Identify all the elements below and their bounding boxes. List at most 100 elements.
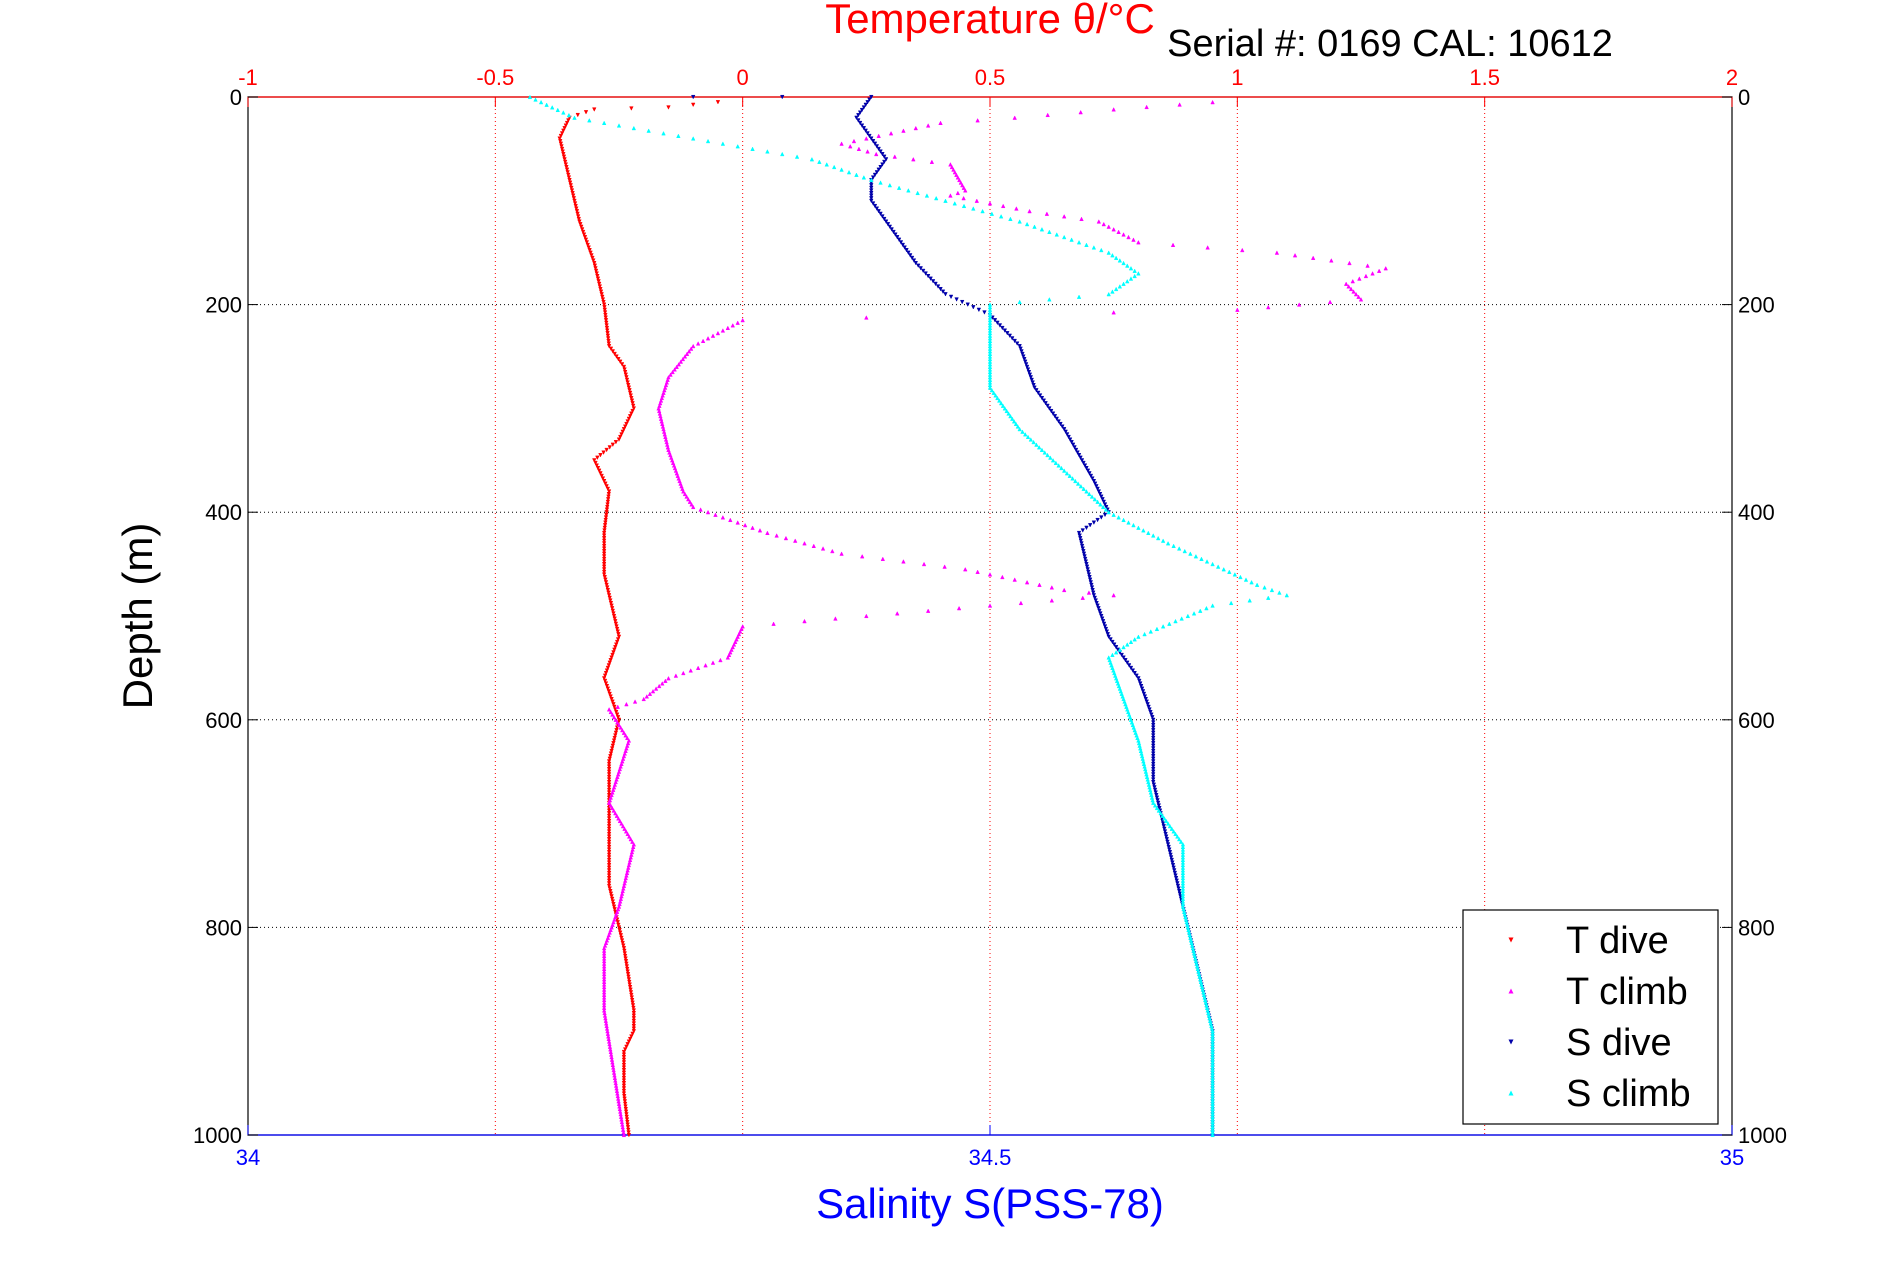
data-point <box>1346 284 1351 289</box>
data-point <box>1240 247 1245 253</box>
data-point <box>623 372 629 378</box>
data-point <box>1027 208 1032 214</box>
data-point <box>1069 237 1074 242</box>
data-point <box>1141 691 1147 697</box>
data-point <box>1100 616 1105 621</box>
data-point <box>865 100 870 105</box>
data-point <box>593 460 598 466</box>
data-point <box>1086 572 1092 577</box>
data-point <box>1075 481 1081 486</box>
data-point <box>1076 294 1082 299</box>
series-s-dive <box>690 94 1215 1138</box>
data-point <box>690 136 696 141</box>
data-point <box>626 1132 632 1138</box>
data-point <box>604 668 610 673</box>
data-point <box>1152 787 1158 793</box>
data-point <box>605 333 611 339</box>
data-point <box>1128 276 1134 281</box>
data-point <box>631 406 637 411</box>
data-point <box>606 689 612 694</box>
data-point <box>577 219 582 224</box>
data-point <box>720 515 726 520</box>
data-point <box>1277 590 1282 595</box>
data-point <box>608 694 613 699</box>
data-point <box>1101 221 1106 227</box>
data-point <box>1106 634 1111 640</box>
data-point <box>728 517 733 523</box>
data-point <box>1099 613 1104 619</box>
data-point <box>674 364 679 369</box>
series-s-climb <box>527 94 1290 1138</box>
data-point <box>606 818 612 824</box>
data-point <box>1151 717 1156 723</box>
data-point <box>1061 587 1067 593</box>
data-point <box>620 823 626 829</box>
data-point <box>975 569 980 574</box>
data-point <box>618 725 623 730</box>
data-point <box>574 209 580 214</box>
data-point <box>1156 808 1162 813</box>
data-point <box>1199 556 1204 561</box>
data-point <box>1073 478 1078 484</box>
data-point <box>598 286 603 292</box>
temperature-tick-label: 2 <box>1726 65 1738 90</box>
data-point <box>606 870 612 876</box>
data-point <box>882 159 887 165</box>
data-point <box>630 401 635 406</box>
data-point <box>1151 533 1156 538</box>
data-point <box>974 198 980 203</box>
data-point <box>1142 694 1148 699</box>
data-point <box>1141 528 1146 533</box>
data-point <box>1056 463 1061 468</box>
data-point <box>615 715 621 720</box>
data-point <box>1053 460 1059 465</box>
data-point <box>1154 626 1160 632</box>
data-point <box>1015 424 1021 429</box>
data-point <box>624 701 629 707</box>
data-point <box>1089 585 1095 590</box>
data-point <box>938 286 943 292</box>
data-point <box>961 203 967 209</box>
data-point <box>902 245 907 250</box>
data-point <box>566 175 572 180</box>
data-point <box>610 699 615 704</box>
data-point <box>564 120 570 126</box>
data-point <box>601 533 607 538</box>
data-point <box>864 613 869 619</box>
depth-tick-label-left: 0 <box>230 85 242 110</box>
data-point <box>735 143 740 149</box>
data-point <box>621 730 627 735</box>
data-point <box>606 868 612 873</box>
data-point <box>861 105 867 110</box>
data-point <box>1126 663 1132 668</box>
data-point <box>1164 837 1170 842</box>
data-point <box>601 299 606 305</box>
data-point <box>606 764 612 769</box>
data-point <box>621 364 627 370</box>
data-point <box>606 780 612 785</box>
data-point <box>1170 860 1175 865</box>
salinity-tick-label: 34.5 <box>969 1145 1012 1170</box>
data-point <box>621 427 627 432</box>
data-point <box>601 564 607 570</box>
data-point <box>557 136 562 141</box>
data-point <box>621 1088 627 1094</box>
data-point <box>588 250 593 256</box>
temperature-tick-label: 0 <box>737 65 749 90</box>
data-point <box>1037 393 1043 398</box>
data-point <box>628 987 633 993</box>
data-point <box>606 816 612 821</box>
data-point <box>606 824 612 829</box>
data-point <box>627 985 633 990</box>
data-point <box>1269 587 1275 593</box>
data-point <box>601 530 607 536</box>
data-point <box>1111 592 1116 598</box>
data-point <box>1030 380 1035 385</box>
data-point <box>663 678 668 683</box>
data-point <box>848 143 853 149</box>
data-point <box>1165 839 1170 845</box>
data-point <box>1191 611 1197 616</box>
data-point <box>604 447 609 453</box>
data-point <box>1235 307 1240 312</box>
data-point <box>989 387 995 393</box>
